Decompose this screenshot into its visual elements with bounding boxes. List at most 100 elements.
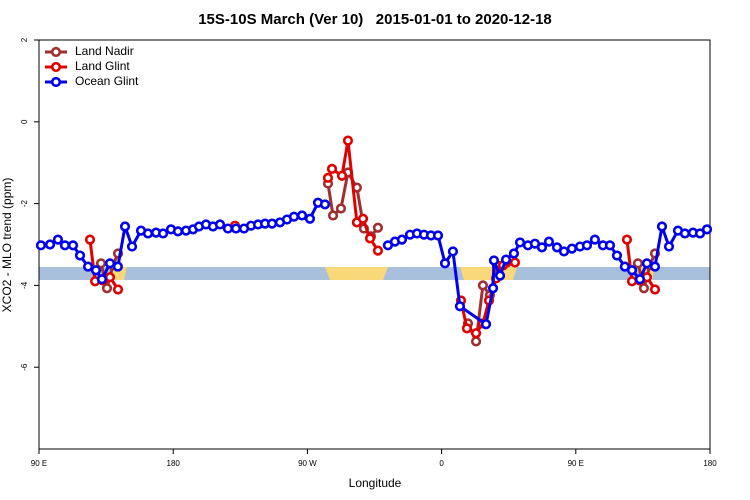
data-point: [551, 242, 563, 253]
legend-marker: [50, 46, 62, 58]
data-point: [296, 210, 308, 221]
data-point: [701, 224, 713, 235]
x-tick-label: 90 E: [31, 459, 47, 468]
data-point: [679, 228, 691, 239]
data-point: [494, 270, 506, 281]
data-point: [514, 237, 526, 248]
land-band: [460, 267, 517, 280]
data-point: [641, 258, 653, 269]
data-point: [90, 265, 102, 276]
data-point: [694, 228, 706, 239]
data-point: [663, 241, 675, 252]
y-tick-label: -2: [20, 199, 29, 207]
data-point: [581, 240, 593, 251]
data-point: [96, 274, 108, 285]
x-tick-label: 90 W: [298, 459, 317, 468]
data-point: [104, 272, 116, 283]
data-point: [461, 323, 473, 334]
chart-title: 15S-10S March (Ver 10) 2015-01-01 to 202…: [198, 11, 552, 28]
data-point: [222, 223, 234, 234]
data-point: [509, 257, 521, 268]
surface-band: [39, 267, 710, 280]
data-point: [142, 228, 154, 239]
data-point: [439, 258, 451, 269]
data-point: [266, 218, 278, 229]
data-point: [319, 199, 331, 210]
data-point: [214, 219, 226, 230]
data-point: [500, 254, 512, 265]
x-tick-label: 180: [703, 459, 717, 468]
data-point: [126, 241, 138, 252]
data-point: [52, 234, 64, 245]
land-band: [325, 267, 388, 280]
data-point: [372, 222, 384, 233]
data-point: [112, 261, 123, 272]
data-point: [322, 172, 334, 183]
data-point: [487, 283, 499, 294]
legend-marker: [50, 61, 62, 73]
series-line: [40, 201, 708, 326]
data-point: [172, 226, 184, 237]
data-point: [543, 236, 555, 247]
data-point: [304, 213, 316, 224]
y-tick-label: -4: [20, 281, 29, 289]
data-point: [157, 228, 169, 239]
y-tick-label: 0: [20, 119, 29, 124]
data-point: [84, 234, 96, 245]
data-point: [536, 242, 548, 253]
data-point: [470, 328, 482, 339]
data-point: [35, 240, 47, 251]
x-tick-label: 0: [439, 459, 444, 468]
data-point: [396, 234, 408, 245]
data-point: [632, 258, 644, 269]
legend-label: Land Glint: [75, 59, 130, 73]
data-point: [44, 239, 56, 250]
data-point: [621, 234, 633, 245]
data-point: [357, 213, 369, 224]
data-point: [119, 221, 131, 232]
data-point: [59, 240, 71, 251]
legend-label: Ocean Glint: [75, 74, 139, 88]
data-point: [447, 246, 459, 257]
data-point: [566, 243, 578, 254]
data-point: [626, 276, 638, 287]
y-tick-label: -6: [20, 363, 29, 371]
data-point: [326, 163, 338, 174]
data-point: [589, 234, 600, 245]
data-point: [638, 283, 650, 294]
data-point: [230, 223, 242, 234]
data-point: [335, 203, 347, 214]
data-point: [336, 170, 348, 181]
legend-marker: [50, 76, 62, 88]
x-tick-label: 90 E: [568, 459, 584, 468]
data-point: [104, 258, 116, 269]
data-point: [611, 250, 623, 261]
data-point: [82, 261, 94, 272]
data-point: [342, 135, 354, 146]
data-point: [470, 336, 482, 347]
data-point: [649, 261, 661, 272]
data-point: [626, 265, 638, 276]
legend-label: Land Nadir: [75, 44, 134, 58]
data-point: [480, 319, 492, 330]
data-point: [634, 274, 646, 285]
data-point: [74, 250, 86, 261]
data-point: [372, 245, 384, 256]
y-tick-label: 2: [20, 37, 29, 42]
data-point: [508, 248, 520, 259]
data-point: [432, 230, 444, 241]
series-line: [99, 171, 657, 343]
data-point: [604, 240, 616, 251]
data-point: [67, 240, 79, 251]
x-axis-label: Longitude: [349, 476, 402, 490]
y-axis-label: XCO2 - MLO trend (ppm): [0, 178, 14, 313]
data-point: [656, 221, 668, 232]
data-point: [95, 258, 107, 269]
data-point: [454, 301, 466, 312]
data-point: [364, 233, 376, 244]
data-point: [558, 246, 570, 257]
x-tick-label: 180: [167, 459, 181, 468]
data-point: [488, 255, 500, 266]
data-point: [327, 210, 339, 221]
